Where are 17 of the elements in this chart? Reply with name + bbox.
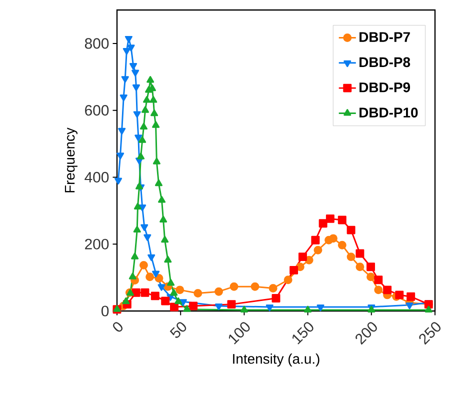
- y-axis-title: Frequency: [64, 128, 78, 192]
- y-tick-label: 400: [84, 172, 109, 183]
- x-tick-label: 100: [228, 322, 250, 344]
- legend-label: DBD-P7: [360, 32, 410, 42]
- y-tick-label: 0: [101, 306, 109, 316]
- legend-label: DBD-P8: [360, 57, 410, 68]
- x-axis-title: Intensity (a.u.): [233, 354, 320, 367]
- x-tick-label: 250: [419, 322, 441, 345]
- y-tick-label: 800: [84, 38, 109, 49]
- x-tick-label: 150: [292, 322, 314, 344]
- x-tick-label: 0: [113, 322, 123, 332]
- y-tick-label: 600: [85, 105, 109, 116]
- legend-label: DBD-P9: [360, 82, 410, 92]
- y-tick-label: 200: [85, 238, 109, 250]
- x-tick-label: 50: [170, 322, 186, 338]
- legend-label: DBD-P10: [360, 108, 418, 118]
- x-tick-label: 200: [356, 322, 377, 345]
